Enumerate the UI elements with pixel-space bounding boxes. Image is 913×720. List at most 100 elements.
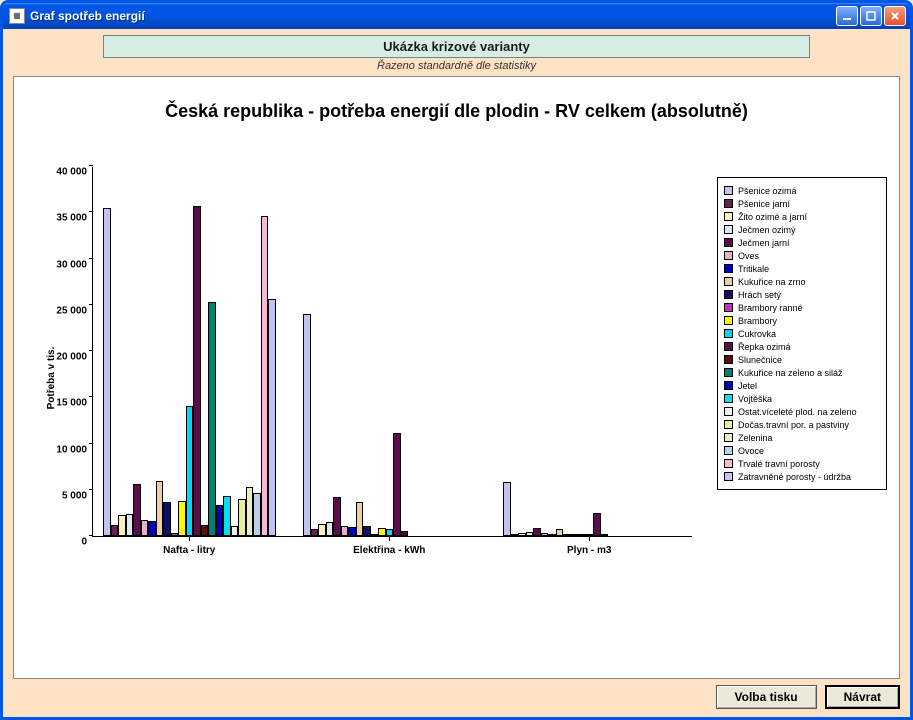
legend-item: Brambory ranné xyxy=(724,301,880,314)
legend-swatch xyxy=(724,251,733,260)
legend-swatch xyxy=(724,264,733,273)
bar xyxy=(371,534,379,536)
bar xyxy=(186,406,194,536)
bar xyxy=(503,482,511,536)
bar xyxy=(326,522,334,536)
bar xyxy=(556,529,564,536)
back-button[interactable]: Návrat xyxy=(825,685,900,709)
bar xyxy=(126,514,134,536)
bar xyxy=(586,534,594,536)
legend-swatch xyxy=(724,342,733,351)
x-group-label: Nafta - litry xyxy=(119,545,259,556)
legend-item: Hrách setý xyxy=(724,288,880,301)
legend-label: Brambory ranné xyxy=(738,303,803,313)
close-button[interactable] xyxy=(884,6,906,26)
bar xyxy=(118,515,126,536)
legend-label: Hrách setý xyxy=(738,290,781,300)
bar xyxy=(386,529,394,536)
legend-label: Pšenice jarní xyxy=(738,199,790,209)
legend-item: Ječmen jarní xyxy=(724,236,880,249)
legend-item: Dočas.travní por. a pastviny xyxy=(724,418,880,431)
minimize-icon xyxy=(842,11,852,21)
bar xyxy=(311,529,319,536)
sort-subheader: Řazeno standardně dle statistiky xyxy=(13,58,900,76)
maximize-button[interactable] xyxy=(860,6,882,26)
plot-area: 05 00010 00015 00020 00025 00030 00035 0… xyxy=(92,167,692,537)
legend-swatch xyxy=(724,368,733,377)
bar xyxy=(518,533,526,536)
bar xyxy=(601,534,609,536)
bar xyxy=(163,502,171,536)
bar xyxy=(216,505,224,536)
y-tick-mark xyxy=(89,165,93,166)
legend-item: Pšenice ozimá xyxy=(724,184,880,197)
bar xyxy=(571,534,579,536)
legend-label: Pšenice ozimá xyxy=(738,186,797,196)
y-tick-mark xyxy=(89,304,93,305)
minimize-button[interactable] xyxy=(836,6,858,26)
y-tick-label: 35 000 xyxy=(43,213,87,224)
y-tick-mark xyxy=(89,258,93,259)
legend-item: Brambory xyxy=(724,314,880,327)
legend-label: Jetel xyxy=(738,381,757,391)
bar xyxy=(533,528,541,536)
bar xyxy=(253,493,261,536)
legend-swatch xyxy=(724,407,733,416)
legend-swatch xyxy=(724,316,733,325)
bar xyxy=(541,533,549,536)
y-tick-label: 5 000 xyxy=(43,490,87,501)
legend-label: Zelenina xyxy=(738,433,773,443)
chart-title: Česká republika - potřeba energií dle pl… xyxy=(14,101,899,122)
bar xyxy=(356,502,364,536)
bar xyxy=(193,206,201,536)
y-tick-label: 25 000 xyxy=(43,305,87,316)
print-choice-button[interactable]: Volba tisku xyxy=(716,685,817,709)
bar xyxy=(133,484,141,536)
legend-label: Ostat.víceleté plod. na zeleno xyxy=(738,407,857,417)
legend-swatch xyxy=(724,394,733,403)
app-icon: ▦ xyxy=(9,8,25,24)
button-bar: Volba tisku Návrat xyxy=(13,679,900,709)
body-area: Ukázka krizové varianty Řazeno standardn… xyxy=(3,29,910,717)
bar xyxy=(261,216,269,536)
legend-label: Brambory xyxy=(738,316,777,326)
legend-swatch xyxy=(724,329,733,338)
window-controls xyxy=(836,6,906,26)
bar xyxy=(526,532,534,536)
bar xyxy=(578,534,586,536)
legend-swatch xyxy=(724,459,733,468)
legend-item: Zatravněné porosty - údržba xyxy=(724,470,880,483)
legend-swatch xyxy=(724,290,733,299)
legend-swatch xyxy=(724,238,733,247)
bar xyxy=(548,534,556,536)
legend-item: Ovoce xyxy=(724,444,880,457)
legend-swatch xyxy=(724,225,733,234)
bar xyxy=(378,528,386,536)
window-title: Graf spotřeb energií xyxy=(30,9,836,23)
y-tick-mark xyxy=(89,211,93,212)
legend-label: Slunečnice xyxy=(738,355,782,365)
legend-item: Trvalé travní porosty xyxy=(724,457,880,470)
legend-label: Ječmen ozimý xyxy=(738,225,796,235)
bar xyxy=(348,527,356,536)
titlebar: ▦ Graf spotřeb energií xyxy=(3,3,910,29)
legend-label: Dočas.travní por. a pastviny xyxy=(738,420,849,430)
bar xyxy=(318,524,326,536)
bar xyxy=(401,531,409,536)
chart-panel: Česká republika - potřeba energií dle pl… xyxy=(13,76,900,679)
y-tick-mark xyxy=(89,396,93,397)
legend-swatch xyxy=(724,433,733,442)
bar xyxy=(178,501,186,536)
y-tick-label: 0 xyxy=(43,537,87,548)
legend-item: Kukuřice na zeleno a siláž xyxy=(724,366,880,379)
bar xyxy=(156,481,164,537)
x-group-label: Elektřina - kWh xyxy=(319,545,459,556)
y-tick-label: 10 000 xyxy=(43,444,87,455)
legend-item: Cukrovka xyxy=(724,327,880,340)
legend-label: Řepka ozimá xyxy=(738,342,791,352)
legend-item: Kukuřice na zrno xyxy=(724,275,880,288)
legend-label: Ječmen jarní xyxy=(738,238,790,248)
bar xyxy=(563,534,571,536)
y-tick-label: 15 000 xyxy=(43,398,87,409)
legend-swatch xyxy=(724,186,733,195)
